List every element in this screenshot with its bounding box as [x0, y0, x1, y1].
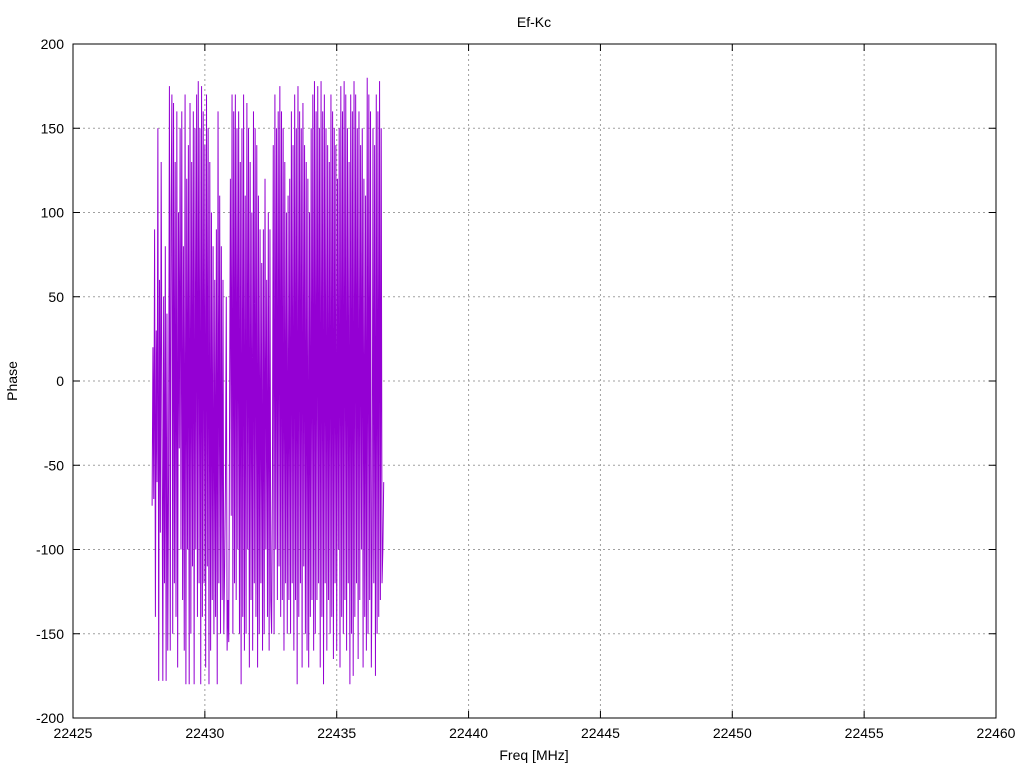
y-tick-label: 200 [41, 36, 65, 52]
tick-marks [72, 43, 997, 719]
y-tick-label: 0 [56, 373, 64, 389]
x-tick-label: 22440 [449, 725, 488, 741]
y-tick-label: -200 [36, 710, 64, 726]
x-tick-label: 22460 [977, 725, 1016, 741]
x-tick-label: 22450 [713, 725, 752, 741]
series-line [151, 77, 385, 685]
y-tick-label: 150 [41, 120, 65, 136]
y-tick-labels: -200 -150 -100 -50 0 50 100 150 200 [36, 36, 64, 726]
y-tick-label: 100 [41, 205, 65, 221]
y-tick-label: -50 [44, 457, 64, 473]
x-tick-label: 22435 [317, 725, 356, 741]
y-tick-label: -100 [36, 542, 64, 558]
x-tick-label: 22455 [845, 725, 884, 741]
series-layer [151, 77, 385, 685]
x-tick-label: 22425 [54, 725, 93, 741]
chart-title: Ef-Kc [517, 14, 551, 30]
x-axis-title: Freq [MHz] [499, 747, 568, 763]
x-tick-label: 22430 [185, 725, 224, 741]
x-tick-labels: 22425 22430 22435 22440 22445 22450 22455 22460 [54, 725, 1016, 741]
y-tick-label: -150 [36, 626, 64, 642]
y-axis-title: Phase [4, 361, 20, 401]
x-tick-label: 22445 [581, 725, 620, 741]
y-tick-label: 50 [48, 289, 64, 305]
